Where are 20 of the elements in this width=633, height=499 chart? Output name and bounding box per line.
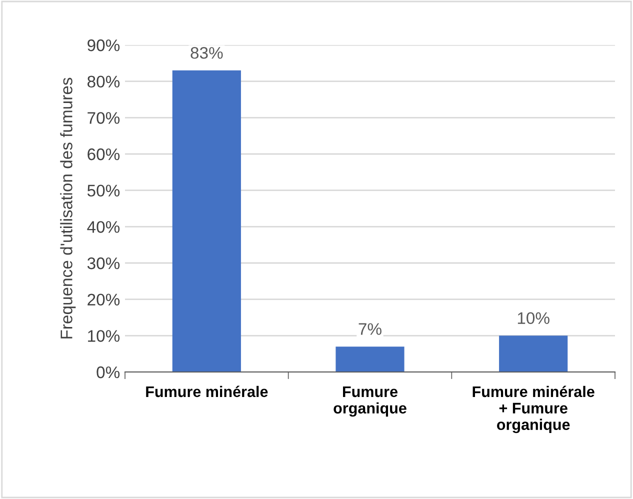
y-tick-label: 40%	[87, 221, 120, 233]
y-axis-title: Frequence d'utilisation des fumures	[60, 78, 76, 338]
x-tick-label: Fumure minérale	[146, 386, 268, 398]
y-tick-label: 60%	[88, 148, 120, 160]
y-tick-label: 50%	[87, 184, 120, 197]
y-tick-label: 30%	[87, 257, 120, 270]
bar	[499, 336, 568, 372]
x-tick-label: Fumure minérale + Fumure organique	[472, 386, 594, 434]
y-tick-label: 90%	[88, 39, 120, 52]
y-tick-label: 20%	[88, 294, 120, 306]
y-tick-label: 10%	[88, 330, 120, 342]
bar	[336, 346, 404, 372]
y-tick-label: 70%	[88, 112, 120, 124]
x-tick-label: Fumure organique	[334, 386, 406, 417]
data-label: 10%	[518, 312, 550, 324]
y-tick-label: 0%	[96, 366, 120, 378]
y-tick-label: 80%	[88, 76, 120, 88]
data-label: 7%	[358, 323, 382, 335]
data-label: 83%	[190, 47, 223, 59]
bar	[172, 70, 241, 372]
